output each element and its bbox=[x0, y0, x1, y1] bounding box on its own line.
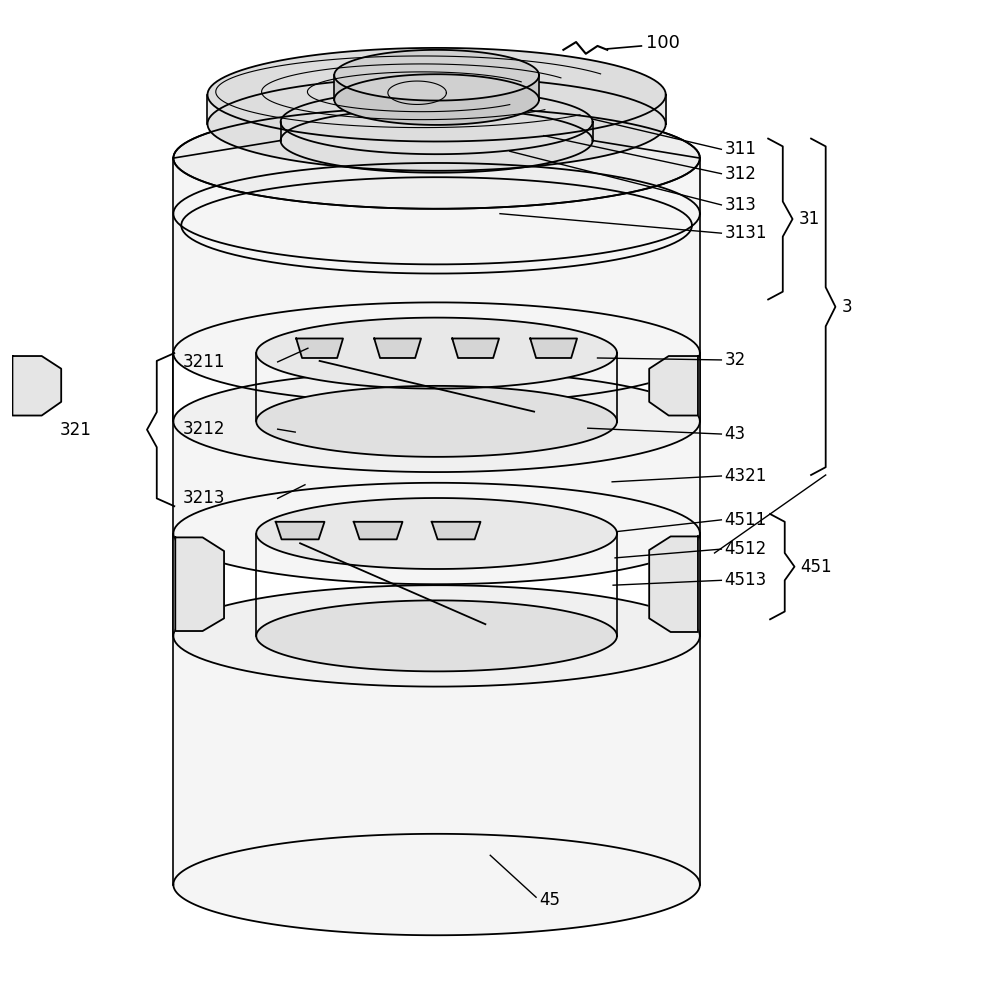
Text: 311: 311 bbox=[724, 140, 756, 158]
Polygon shape bbox=[281, 122, 593, 173]
Text: 45: 45 bbox=[539, 891, 560, 909]
Text: 3212: 3212 bbox=[183, 420, 226, 438]
Text: 4511: 4511 bbox=[724, 511, 767, 529]
Polygon shape bbox=[173, 533, 700, 686]
Polygon shape bbox=[175, 537, 224, 631]
Polygon shape bbox=[256, 600, 617, 672]
Polygon shape bbox=[173, 108, 700, 209]
Text: 32: 32 bbox=[724, 351, 746, 369]
Polygon shape bbox=[256, 498, 617, 569]
Text: 321: 321 bbox=[59, 420, 91, 439]
Text: 3131: 3131 bbox=[724, 225, 767, 242]
Polygon shape bbox=[334, 75, 539, 125]
Polygon shape bbox=[334, 49, 539, 101]
Polygon shape bbox=[207, 95, 666, 171]
Text: 31: 31 bbox=[798, 210, 820, 228]
Polygon shape bbox=[354, 522, 402, 539]
Polygon shape bbox=[173, 353, 700, 472]
Polygon shape bbox=[256, 317, 617, 389]
Polygon shape bbox=[207, 77, 666, 171]
Text: 313: 313 bbox=[724, 196, 756, 214]
Text: 312: 312 bbox=[724, 165, 756, 183]
Polygon shape bbox=[452, 338, 499, 358]
Polygon shape bbox=[173, 303, 700, 404]
Text: 100: 100 bbox=[646, 34, 680, 52]
Polygon shape bbox=[207, 47, 666, 141]
Polygon shape bbox=[276, 522, 324, 539]
Text: 3213: 3213 bbox=[183, 490, 226, 507]
Polygon shape bbox=[530, 338, 577, 358]
Polygon shape bbox=[649, 356, 698, 415]
Polygon shape bbox=[173, 585, 700, 686]
Polygon shape bbox=[296, 338, 343, 358]
Text: 3: 3 bbox=[841, 298, 852, 315]
Text: 4321: 4321 bbox=[724, 467, 767, 485]
Polygon shape bbox=[173, 371, 700, 472]
Text: 4513: 4513 bbox=[724, 572, 767, 589]
Polygon shape bbox=[374, 338, 421, 358]
Polygon shape bbox=[12, 356, 61, 415]
Polygon shape bbox=[173, 483, 700, 584]
Text: 43: 43 bbox=[724, 425, 745, 443]
Polygon shape bbox=[256, 386, 617, 457]
Text: 3211: 3211 bbox=[183, 353, 226, 371]
Text: 4512: 4512 bbox=[724, 540, 767, 558]
Polygon shape bbox=[649, 536, 698, 632]
Polygon shape bbox=[432, 522, 480, 539]
Text: 451: 451 bbox=[800, 558, 832, 576]
Polygon shape bbox=[281, 90, 593, 154]
Polygon shape bbox=[173, 158, 700, 936]
